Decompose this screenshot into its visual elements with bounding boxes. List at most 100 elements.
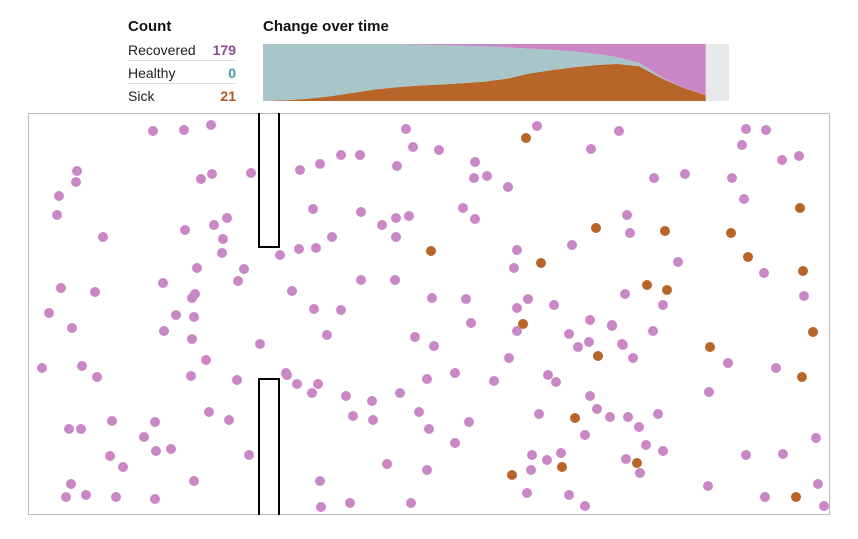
recovered-person-dot — [313, 379, 323, 389]
recovered-person-dot — [653, 409, 663, 419]
recovered-person-dot — [534, 409, 544, 419]
recovered-person-dot — [422, 374, 432, 384]
recovered-person-dot — [458, 203, 468, 213]
recovered-person-dot — [222, 213, 232, 223]
recovered-person-dot — [406, 498, 416, 508]
recovered-person-dot — [158, 278, 168, 288]
recovered-person-dot — [217, 248, 227, 258]
recovered-person-dot — [150, 494, 160, 504]
recovered-person-dot — [450, 438, 460, 448]
recovered-person-dot — [166, 444, 176, 454]
count-row-healthy: Healthy 0 — [128, 62, 236, 84]
recovered-person-dot — [618, 340, 628, 350]
recovered-person-dot — [739, 194, 749, 204]
recovered-person-dot — [424, 424, 434, 434]
simulation-field — [28, 113, 830, 515]
recovered-person-dot — [778, 449, 788, 459]
recovered-person-dot — [427, 293, 437, 303]
recovered-person-dot — [179, 125, 189, 135]
recovered-person-dot — [634, 422, 644, 432]
recovered-person-dot — [66, 479, 76, 489]
recovered-person-dot — [527, 450, 537, 460]
sick-person-dot — [557, 462, 567, 472]
count-panel: Count Recovered 179 Healthy 0 Sick 21 — [128, 16, 236, 106]
recovered-person-dot — [54, 191, 64, 201]
recovered-person-dot — [580, 430, 590, 440]
recovered-person-dot — [741, 450, 751, 460]
recovered-person-dot — [760, 492, 770, 502]
recovered-person-dot — [315, 159, 325, 169]
recovered-person-dot — [159, 326, 169, 336]
recovered-person-dot — [64, 424, 74, 434]
recovered-person-dot — [584, 337, 594, 347]
recovered-person-dot — [367, 396, 377, 406]
recovered-person-dot — [794, 151, 804, 161]
recovered-person-dot — [244, 450, 254, 460]
recovered-person-dot — [542, 455, 552, 465]
recovered-person-dot — [429, 341, 439, 351]
sick-person-dot — [426, 246, 436, 256]
recovered-person-dot — [680, 169, 690, 179]
recovered-person-dot — [450, 368, 460, 378]
recovered-person-dot — [345, 498, 355, 508]
recovered-person-dot — [316, 502, 326, 512]
change-over-time-chart — [263, 44, 729, 101]
recovered-person-dot — [294, 244, 304, 254]
recovered-person-dot — [295, 165, 305, 175]
recovered-person-dot — [635, 468, 645, 478]
recovered-person-dot — [526, 465, 536, 475]
simulation-border — [28, 113, 830, 515]
recovered-person-dot — [523, 294, 533, 304]
recovered-person-dot — [641, 440, 651, 450]
recovered-person-dot — [307, 388, 317, 398]
recovered-person-dot — [192, 263, 202, 273]
recovered-person-dot — [422, 465, 432, 475]
recovered-person-dot — [658, 446, 668, 456]
recovered-person-dot — [592, 404, 602, 414]
recovered-person-dot — [189, 476, 199, 486]
recovered-person-dot — [704, 387, 714, 397]
recovered-person-dot — [466, 318, 476, 328]
recovered-person-dot — [464, 417, 474, 427]
recovered-person-dot — [799, 291, 809, 301]
recovered-person-dot — [292, 379, 302, 389]
recovered-person-dot — [586, 144, 596, 154]
sick-person-dot — [797, 372, 807, 382]
recovered-person-dot — [391, 213, 401, 223]
recovered-person-dot — [255, 339, 265, 349]
recovered-person-dot — [404, 211, 414, 221]
sick-person-dot — [507, 470, 517, 480]
recovered-person-dot — [607, 320, 617, 330]
recovered-person-dot — [308, 204, 318, 214]
recovered-person-dot — [44, 308, 54, 318]
recovered-person-dot — [564, 329, 574, 339]
recovered-person-dot — [105, 451, 115, 461]
sick-person-dot — [795, 203, 805, 213]
recovered-person-dot — [52, 210, 62, 220]
recovered-person-dot — [625, 228, 635, 238]
recovered-person-dot — [741, 124, 751, 134]
recovered-person-dot — [401, 124, 411, 134]
recovered-person-dot — [209, 220, 219, 230]
recovered-person-dot — [377, 220, 387, 230]
recovered-person-dot — [489, 376, 499, 386]
recovered-person-dot — [470, 214, 480, 224]
recovered-person-dot — [482, 171, 492, 181]
recovered-person-dot — [224, 415, 234, 425]
sick-person-dot — [726, 228, 736, 238]
recovered-person-dot — [532, 121, 542, 131]
recovered-person-dot — [512, 303, 522, 313]
sick-person-dot — [705, 342, 715, 352]
recovered-person-dot — [201, 355, 211, 365]
recovered-person-dot — [287, 286, 297, 296]
recovered-person-dot — [322, 330, 332, 340]
recovered-person-dot — [727, 173, 737, 183]
recovered-person-dot — [309, 304, 319, 314]
recovered-person-dot — [111, 492, 121, 502]
sick-person-dot — [593, 351, 603, 361]
recovered-person-dot — [410, 332, 420, 342]
recovered-person-dot — [614, 126, 624, 136]
sick-person-dot — [791, 492, 801, 502]
recovered-person-dot — [71, 177, 81, 187]
chart-title: Change over time — [263, 18, 389, 35]
